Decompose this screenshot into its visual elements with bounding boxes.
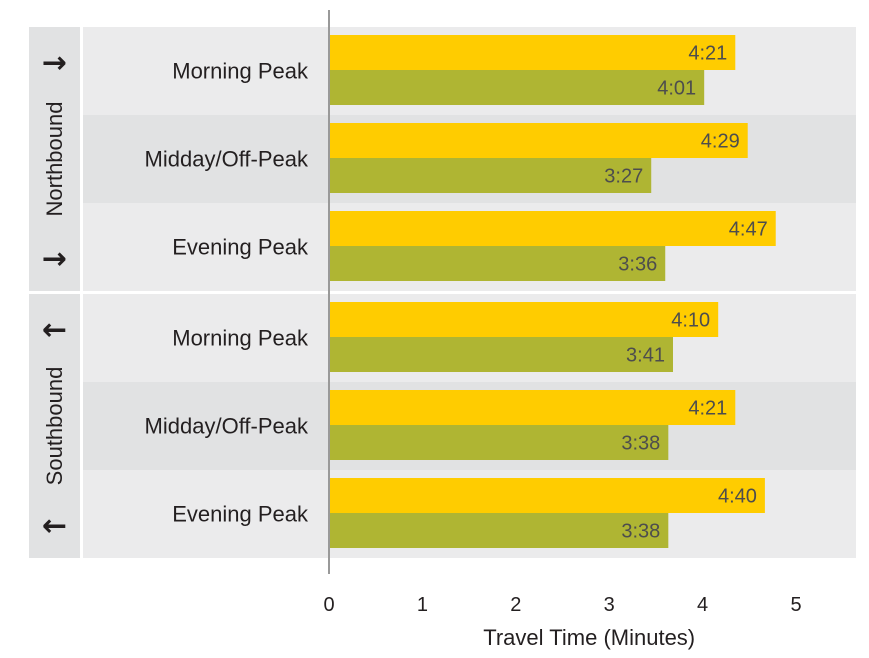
value-label: 4:21 xyxy=(688,398,727,420)
value-label: 4:10 xyxy=(671,310,710,332)
bar xyxy=(329,390,736,425)
bar xyxy=(329,425,669,460)
category-label: Morning Peak xyxy=(172,59,309,84)
direction-group-boxes xyxy=(29,27,80,558)
direction-arrow-icon: → xyxy=(42,46,67,81)
category-label: Evening Peak xyxy=(172,502,309,527)
x-axis-ticks: 0 1 2 3 4 5 xyxy=(323,594,801,616)
x-tick-label: 5 xyxy=(790,594,801,616)
category-labels: Morning Peak Midday/Off-Peak Evening Peak M… xyxy=(145,59,309,527)
category-label: Morning Peak xyxy=(172,326,309,351)
bar xyxy=(329,513,669,548)
x-tick-label: 0 xyxy=(323,594,334,616)
bar xyxy=(329,70,705,105)
bar xyxy=(329,246,666,281)
direction-box xyxy=(29,294,80,558)
value-label: 3:41 xyxy=(626,345,665,367)
value-label: 3:38 xyxy=(621,521,660,543)
direction-arrow-icon: ← xyxy=(42,313,67,348)
value-label: 4:47 xyxy=(729,219,768,241)
value-label: 3:27 xyxy=(604,166,643,188)
bars xyxy=(329,35,776,548)
direction-arrow-icon: → xyxy=(42,242,67,277)
x-tick-label: 3 xyxy=(604,594,615,616)
value-label: 4:21 xyxy=(688,43,727,65)
bar xyxy=(329,302,719,337)
x-axis-title: Travel Time (Minutes) xyxy=(483,625,695,650)
direction-labels: Northbound → → Southbound ← ← xyxy=(42,46,67,544)
bar xyxy=(329,35,736,70)
category-label: Midday/Off-Peak xyxy=(145,147,309,172)
bar xyxy=(329,478,765,513)
category-label: Midday/Off-Peak xyxy=(145,414,309,439)
value-label: 4:01 xyxy=(657,78,696,100)
direction-arrow-icon: ← xyxy=(42,509,67,544)
value-labels: 4:21 4:01 4:29 3:27 4:47 3:36 4:10 3:41 4:21 3:38… xyxy=(604,43,767,543)
direction-label: Northbound xyxy=(42,102,67,217)
category-label: Evening Peak xyxy=(172,235,309,260)
x-tick-label: 2 xyxy=(510,594,521,616)
x-tick-label: 1 xyxy=(417,594,428,616)
x-tick-label: 4 xyxy=(697,594,708,616)
direction-box xyxy=(29,27,80,291)
value-label: 4:40 xyxy=(718,486,757,508)
bar xyxy=(329,211,776,246)
value-label: 3:36 xyxy=(618,254,657,276)
value-label: 4:29 xyxy=(701,131,740,153)
direction-label: Southbound xyxy=(42,367,67,486)
bar xyxy=(329,158,652,193)
value-label: 3:38 xyxy=(621,433,660,455)
bar xyxy=(329,337,673,372)
bar xyxy=(329,123,748,158)
